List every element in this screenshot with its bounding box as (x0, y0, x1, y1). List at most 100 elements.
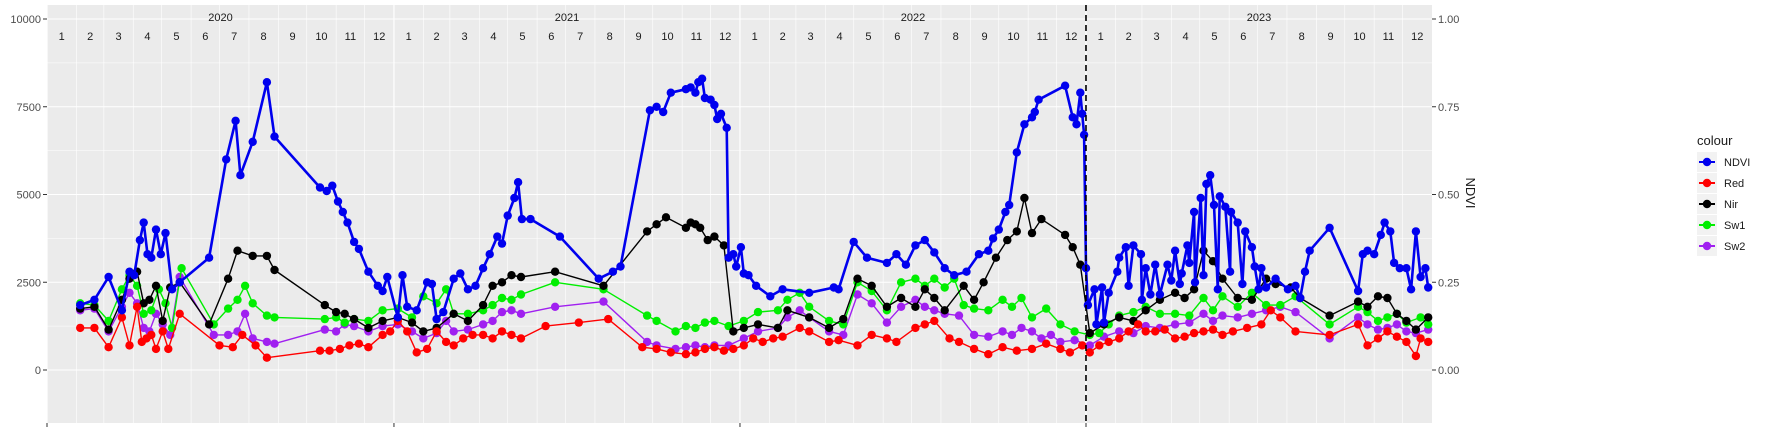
data-point-red (132, 302, 142, 311)
data-point-nir (710, 232, 719, 241)
data-point-sw1 (681, 321, 691, 331)
data-point-ndvi (1079, 130, 1089, 139)
data-point-nir (867, 281, 876, 290)
data-point-nir (145, 295, 154, 304)
month-label: 9 (1328, 31, 1334, 43)
data-point-ndvi (645, 106, 655, 115)
data-point-nir (940, 306, 949, 315)
data-point-sw1 (671, 327, 680, 336)
data-point-sw2 (262, 337, 272, 347)
data-point-sw2 (599, 297, 608, 306)
data-point-ndvi (1389, 258, 1399, 268)
month-label: 3 (116, 31, 122, 43)
data-point-red (681, 350, 691, 359)
data-point-ndvi (710, 100, 719, 110)
data-point-ndvi (328, 181, 337, 190)
data-point-red (1383, 327, 1392, 336)
data-point-nir (896, 293, 906, 303)
data-point-ndvi (1254, 285, 1263, 294)
data-point-sw1 (270, 313, 279, 322)
data-point-red (1085, 348, 1095, 357)
data-point-ndvi (736, 243, 746, 252)
month-label: 2 (87, 31, 93, 43)
data-point-sw1 (147, 306, 156, 315)
data-point-red (1242, 323, 1252, 333)
data-point-red (1133, 320, 1143, 329)
data-point-sw2 (984, 332, 993, 341)
data-point-ndvi (526, 214, 535, 224)
month-label: 1 (752, 31, 758, 43)
data-point-nir (478, 300, 488, 310)
data-point-ndvi (403, 302, 412, 311)
data-point-nir (507, 271, 516, 280)
data-point-ndvi (1163, 260, 1172, 269)
data-point-sw1 (940, 283, 949, 292)
data-point-nir (661, 213, 671, 222)
data-point-sw2 (1199, 309, 1208, 318)
data-point-ndvi (849, 237, 858, 247)
data-point-sw1 (642, 311, 652, 320)
data-point-ndvi (1078, 109, 1087, 119)
data-point-ndvi (1129, 241, 1138, 250)
data-point-ndvi (1121, 243, 1131, 252)
data-point-ndvi (497, 239, 507, 248)
data-point-ndvi (1233, 218, 1242, 227)
data-point-ndvi (315, 183, 325, 192)
data-point-nir (270, 265, 279, 275)
data-point-ndvi (722, 123, 731, 132)
month-label: 10 (315, 31, 327, 43)
data-point-ndvi (1291, 281, 1300, 290)
data-point-sw2 (1363, 320, 1372, 329)
month-label: 7 (231, 31, 237, 43)
month-label: 1 (406, 31, 412, 43)
data-point-nir (1068, 243, 1077, 252)
data-point-sw1 (1170, 309, 1180, 318)
data-point-nir (1373, 292, 1383, 301)
data-point-red (76, 323, 85, 333)
data-point-red (1078, 341, 1087, 350)
data-point-ndvi (1137, 295, 1147, 304)
data-point-ndvi (1083, 300, 1093, 310)
data-point-sw2 (550, 302, 560, 311)
data-point-sw2 (349, 321, 359, 331)
data-point-red (441, 337, 451, 347)
y-tick-label: 7500 (17, 102, 41, 114)
data-point-nir (652, 220, 661, 229)
data-point-nir (204, 320, 214, 329)
data-point-ndvi (204, 253, 214, 262)
data-point-red (1104, 337, 1113, 347)
data-point-sw1 (1056, 320, 1065, 329)
data-point-sw1 (896, 278, 906, 287)
data-point-nir (991, 253, 1001, 262)
data-point-sw1 (1042, 304, 1051, 313)
month-label: 7 (577, 31, 583, 43)
data-point-nir (407, 318, 417, 327)
data-point-red (238, 330, 247, 340)
data-point-ndvi (1261, 283, 1271, 292)
data-point-sw1 (1208, 306, 1218, 315)
data-point-ndvi (398, 271, 407, 280)
data-point-sw1 (710, 316, 719, 326)
data-point-sw1 (1325, 320, 1334, 329)
month-labels: 1 2 3 4 5 6 7 8 9 10 11 12 1 2 3 4 5 6 7 8 9 10 11 12 1 2 3 4 5 6 7 8 9 1… (59, 31, 1424, 43)
data-point-sw1 (139, 309, 148, 318)
data-point-nir (90, 302, 99, 311)
data-point-ndvi (503, 211, 512, 220)
data-point-nir (1363, 302, 1372, 311)
month-label: 5 (519, 31, 525, 43)
data-point-sw1 (1247, 288, 1257, 297)
data-point-sw2 (853, 290, 862, 299)
y-tick-label: 5000 (17, 190, 41, 202)
data-point-red (652, 344, 661, 354)
month-label: 9 (635, 31, 641, 43)
data-point-nir (349, 314, 359, 324)
data-point-red (867, 330, 876, 340)
data-point-ndvi (1196, 193, 1205, 203)
data-point-red (1199, 327, 1208, 336)
data-point-red (1218, 330, 1227, 340)
data-point-sw2 (1208, 316, 1218, 326)
data-point-ndvi (147, 253, 156, 262)
data-point-sw2 (270, 339, 279, 348)
legend-item-sw1: Sw1 (1697, 215, 1745, 235)
data-point-ndvi (378, 286, 387, 296)
